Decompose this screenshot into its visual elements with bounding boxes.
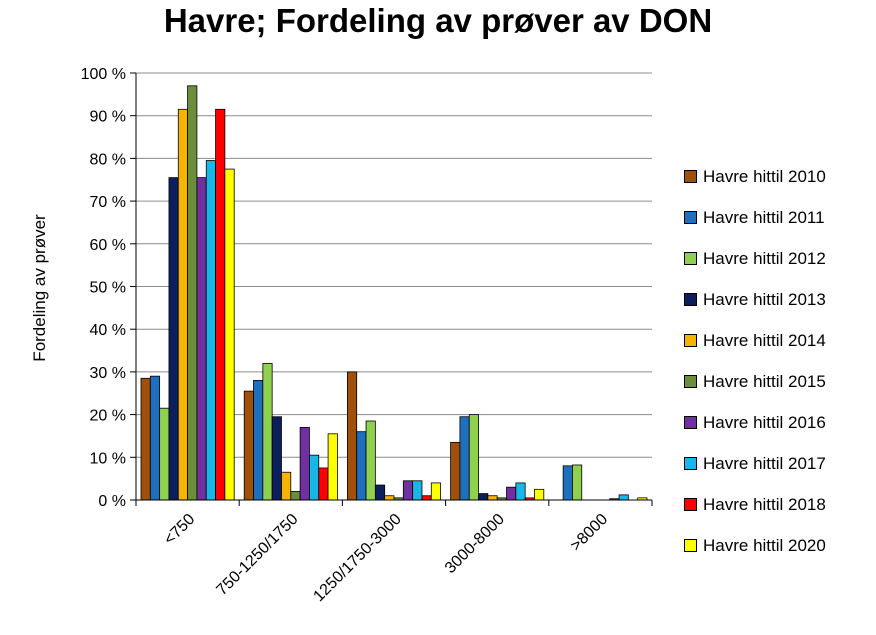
bar (506, 486, 517, 501)
bar (177, 108, 188, 501)
bars (140, 85, 648, 501)
chart-title: Havre; Fordeling av prøver av DON (163, 2, 713, 39)
bar (327, 433, 338, 501)
bar (187, 85, 198, 501)
bar (346, 371, 358, 501)
legend-item: Havre hittil 2018 (684, 484, 826, 525)
legend-swatch (684, 211, 697, 224)
y-tick-label: 50 % (90, 280, 126, 297)
legend-label: Havre hittil 2014 (703, 330, 826, 350)
legend-label: Havre hittil 2015 (703, 371, 826, 391)
legend-item: Havre hittil 2014 (684, 320, 826, 361)
bar (374, 484, 386, 501)
bar (534, 488, 545, 501)
x-tick-label: >8000 (567, 511, 611, 555)
bar (421, 495, 432, 501)
legend-label: Havre hittil 2010 (703, 166, 826, 186)
y-tick-label: 40 % (90, 322, 126, 339)
bar (402, 480, 414, 501)
bar (384, 495, 395, 501)
legend-swatch (684, 375, 697, 388)
y-tick-label: 90 % (90, 109, 126, 126)
legend-label: Havre hittil 2017 (703, 453, 826, 473)
x-tick-label: 750-1250/1750 (213, 511, 301, 599)
legend-item: Havre hittil 2017 (684, 443, 826, 484)
x-tick-label: 3000-8000 (442, 511, 508, 577)
bar (299, 427, 310, 501)
legend-item: Havre hittil 2013 (684, 279, 826, 320)
y-tick-label: 10 % (90, 450, 126, 467)
tick-labels: 0 % 10 % 20 % 30 % 40 % 50 % 60 % 70 % 80 % 90 % 1… (81, 66, 612, 605)
bar (140, 377, 151, 501)
bar (365, 420, 376, 501)
bar (281, 471, 292, 501)
legend-swatch (684, 539, 697, 552)
bar (149, 375, 161, 501)
bar (253, 380, 264, 501)
bar (468, 414, 479, 501)
legend: Havre hittil 2010 Havre hittil 2011 Havre … (684, 156, 826, 566)
legend-swatch (684, 293, 697, 306)
bar (262, 362, 273, 501)
legend-item: Havre hittil 2010 (684, 156, 826, 197)
bar (243, 390, 254, 501)
bar (562, 465, 573, 501)
legend-item: Havre hittil 2011 (684, 197, 826, 238)
bar (215, 108, 226, 501)
bar (356, 431, 367, 501)
bar (412, 480, 423, 501)
legend-swatch (684, 252, 697, 265)
bar (450, 441, 461, 501)
bar (318, 467, 329, 501)
y-tick-label: 60 % (90, 237, 126, 254)
bar (271, 416, 282, 501)
legend-swatch (684, 457, 697, 470)
bar (224, 168, 235, 501)
legend-label: Havre hittil 2018 (703, 494, 826, 514)
bar (572, 464, 583, 501)
legend-swatch (684, 416, 697, 429)
bar (205, 160, 216, 501)
bar (478, 493, 489, 501)
y-tick-label: 100 % (81, 66, 126, 83)
bar (515, 482, 526, 501)
legend-swatch (684, 170, 697, 183)
bar (159, 407, 170, 501)
legend-item: Havre hittil 2016 (684, 402, 826, 443)
legend-label: Havre hittil 2011 (703, 207, 825, 227)
legend-item: Havre hittil 2012 (684, 238, 826, 279)
y-tick-label: 80 % (90, 151, 126, 168)
legend-swatch (684, 334, 697, 347)
bar (487, 495, 498, 501)
bar (309, 454, 320, 501)
legend-item: Havre hittil 2015 (684, 361, 826, 402)
bar (430, 482, 441, 501)
legend-swatch (684, 498, 697, 511)
legend-item: Havre hittil 2020 (684, 525, 826, 566)
y-tick-label: 0 % (98, 493, 126, 510)
legend-label: Havre hittil 2013 (703, 289, 826, 309)
y-tick-label: 70 % (90, 194, 126, 211)
y-tick-label: 20 % (90, 408, 126, 425)
bar (290, 491, 301, 501)
y-axis-title: Fordeling av prøver (30, 214, 49, 362)
legend-label: Havre hittil 2020 (703, 535, 826, 555)
bar (168, 177, 179, 501)
axes (130, 72, 653, 506)
x-tick-label: 1250/1750-3000 (310, 511, 405, 606)
bar (459, 416, 470, 501)
bar (196, 177, 207, 501)
y-tick-label: 30 % (90, 365, 126, 382)
bar (618, 494, 629, 501)
x-tick-label: <750 (161, 511, 199, 549)
legend-label: Havre hittil 2016 (703, 412, 826, 432)
legend-label: Havre hittil 2012 (703, 248, 826, 268)
